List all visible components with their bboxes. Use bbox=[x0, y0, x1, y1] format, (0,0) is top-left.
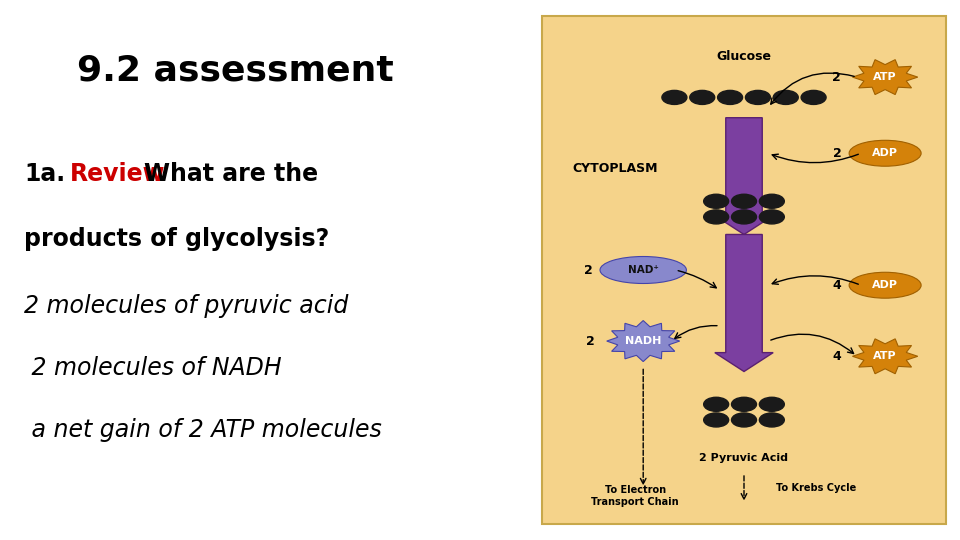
Circle shape bbox=[661, 90, 686, 104]
Polygon shape bbox=[607, 321, 680, 362]
Text: CYTOPLASM: CYTOPLASM bbox=[572, 162, 658, 175]
Circle shape bbox=[759, 397, 784, 411]
Circle shape bbox=[732, 210, 756, 224]
Text: 2: 2 bbox=[584, 264, 592, 276]
Text: a net gain of 2 ATP molecules: a net gain of 2 ATP molecules bbox=[24, 418, 382, 442]
Circle shape bbox=[717, 90, 743, 104]
FancyBboxPatch shape bbox=[542, 16, 946, 524]
Circle shape bbox=[704, 210, 729, 224]
Text: ADP: ADP bbox=[872, 280, 899, 290]
Circle shape bbox=[759, 210, 784, 224]
Circle shape bbox=[704, 413, 729, 427]
Text: ATP: ATP bbox=[874, 352, 897, 361]
Ellipse shape bbox=[600, 256, 686, 284]
Circle shape bbox=[732, 194, 756, 208]
Polygon shape bbox=[852, 59, 918, 94]
Text: 2 molecules of NADH: 2 molecules of NADH bbox=[24, 356, 281, 380]
Text: NAD⁺: NAD⁺ bbox=[628, 265, 659, 275]
Text: 2 molecules of pyruvic acid: 2 molecules of pyruvic acid bbox=[24, 294, 348, 318]
Text: ADP: ADP bbox=[872, 148, 899, 158]
Text: 4: 4 bbox=[832, 350, 841, 363]
Text: ATP: ATP bbox=[874, 72, 897, 82]
Circle shape bbox=[732, 397, 756, 411]
FancyArrow shape bbox=[715, 234, 773, 372]
Text: Glucose: Glucose bbox=[716, 50, 772, 63]
Text: 2: 2 bbox=[832, 71, 841, 84]
Circle shape bbox=[689, 90, 714, 104]
Text: NADH: NADH bbox=[625, 336, 661, 346]
Circle shape bbox=[759, 413, 784, 427]
Text: What are the: What are the bbox=[144, 162, 318, 186]
Text: 9.2 assessment: 9.2 assessment bbox=[77, 53, 394, 87]
Circle shape bbox=[773, 90, 798, 104]
Circle shape bbox=[801, 90, 826, 104]
Text: To Krebs Cycle: To Krebs Cycle bbox=[777, 483, 856, 493]
Text: To Electron
Transport Chain: To Electron Transport Chain bbox=[591, 485, 679, 507]
Circle shape bbox=[759, 194, 784, 208]
Text: 1a.: 1a. bbox=[24, 162, 65, 186]
Ellipse shape bbox=[849, 140, 921, 166]
FancyArrow shape bbox=[715, 118, 773, 234]
Text: 4: 4 bbox=[832, 279, 841, 292]
Circle shape bbox=[732, 413, 756, 427]
Text: 2 Pyruvic Acid: 2 Pyruvic Acid bbox=[700, 453, 788, 463]
Circle shape bbox=[704, 397, 729, 411]
Text: Review: Review bbox=[70, 162, 165, 186]
Text: products of glycolysis?: products of glycolysis? bbox=[24, 227, 329, 251]
Text: 2: 2 bbox=[832, 147, 841, 160]
Ellipse shape bbox=[849, 272, 921, 298]
Polygon shape bbox=[852, 339, 918, 374]
Text: 2: 2 bbox=[587, 335, 595, 348]
Circle shape bbox=[704, 194, 729, 208]
Circle shape bbox=[745, 90, 770, 104]
